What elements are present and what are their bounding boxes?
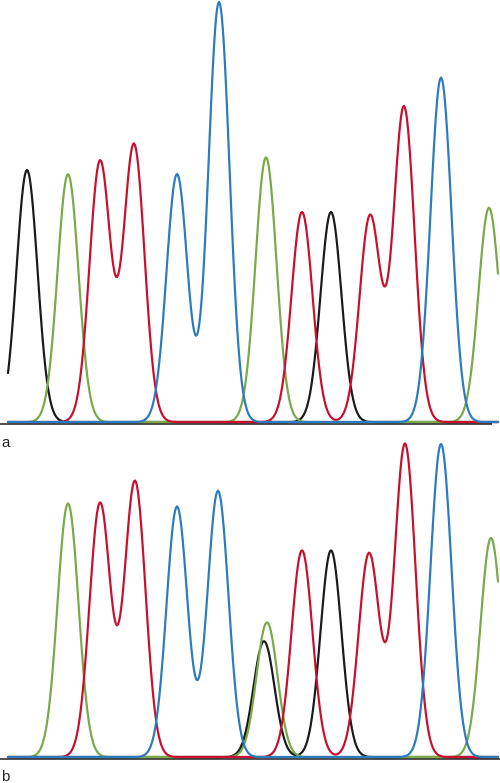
panel-b: b [0, 442, 500, 783]
trace-blue [6, 442, 500, 759]
trace-red [6, 442, 500, 759]
panel-a-traces [6, 0, 500, 424]
panel-a: a [0, 0, 500, 451]
panel-b-label: b [2, 768, 10, 783]
trace-red [6, 104, 500, 424]
panel-a-label: a [2, 434, 11, 451]
trace-green [6, 156, 500, 424]
trace-green [6, 502, 500, 759]
panel-b-traces [6, 442, 500, 759]
trace-blue [6, 0, 500, 424]
